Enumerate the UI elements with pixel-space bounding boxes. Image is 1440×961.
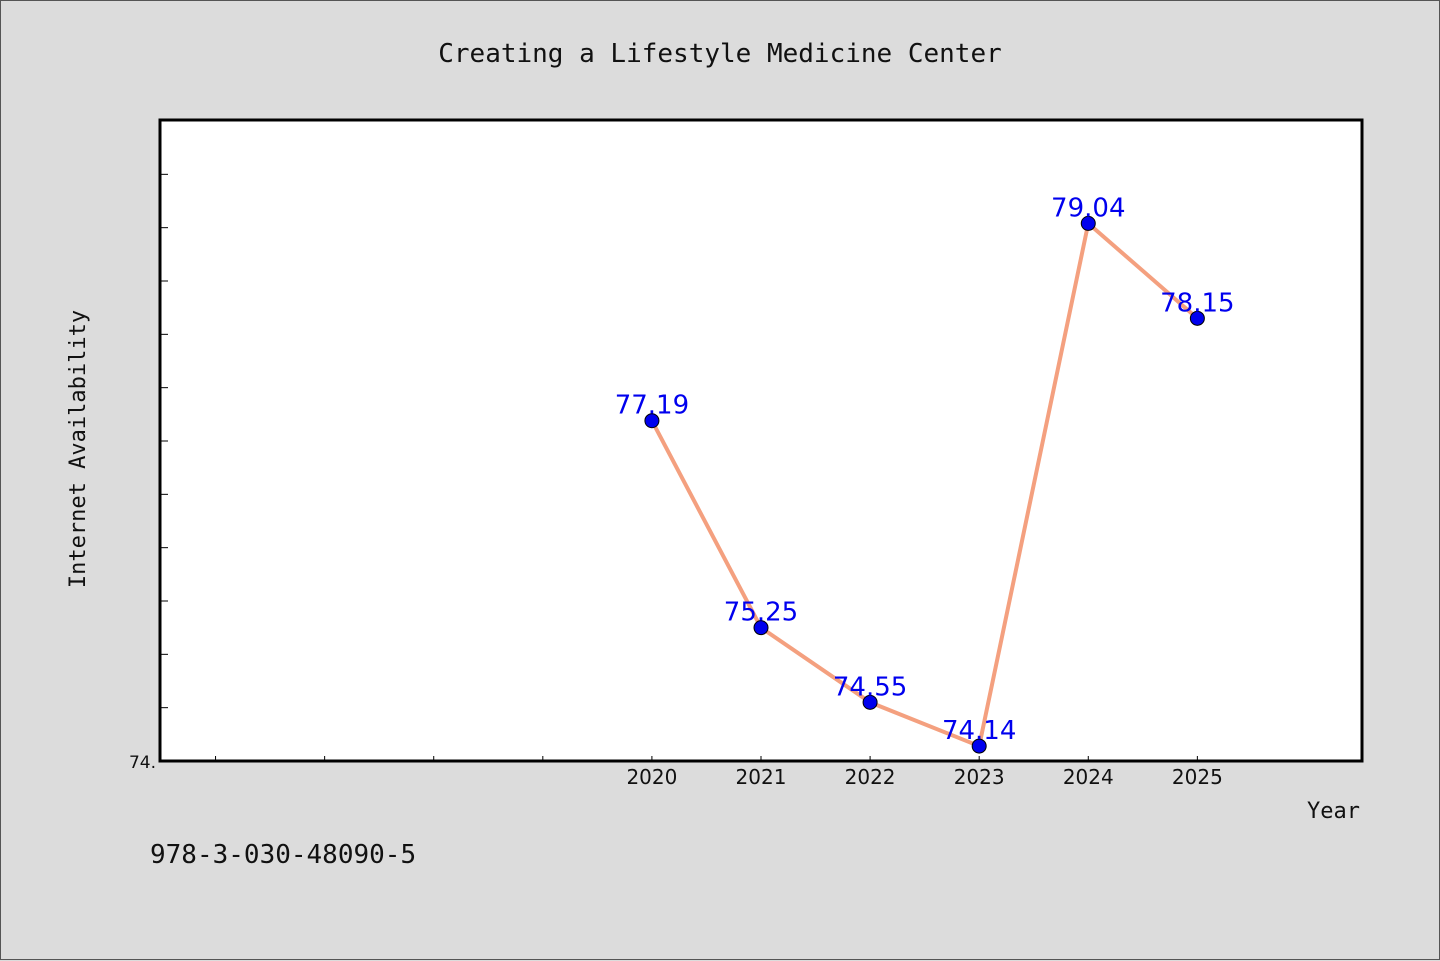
data-label: 77.19 [615, 391, 689, 421]
data-point [644, 413, 660, 429]
x-axis-ticks: 2020 2021 2022 2023 2024 2025 [215, 756, 1223, 789]
x-tick-label: 2022 [845, 765, 896, 789]
footer-code: 978-3-030-48090-5 [150, 840, 416, 870]
y-axis-ticks [161, 120, 168, 762]
x-tick-label: 2024 [1063, 765, 1114, 789]
data-label: 74.55 [833, 672, 907, 702]
data-label: 74.14 [942, 716, 1016, 746]
y-tick-label: 74. [129, 753, 156, 773]
chart-title: Creating a Lifestyle Medicine Center [438, 39, 1002, 69]
data-point [1080, 215, 1096, 231]
x-tick-label: 2021 [736, 765, 787, 789]
x-tick-label: 2025 [1172, 765, 1223, 789]
data-label: 78.15 [1160, 288, 1234, 318]
y-axis-title: Internet Availability [66, 310, 91, 588]
series-layer: 77.19 75.25 74.55 74.14 79.04 78.15 [615, 193, 1235, 754]
x-tick-label: 2020 [626, 765, 677, 789]
data-point [753, 620, 769, 636]
data-point [971, 738, 987, 754]
data-point [1189, 310, 1205, 326]
x-axis-title: Year [1307, 799, 1360, 824]
x-tick-label: 2023 [954, 765, 1005, 789]
data-label: 75.25 [724, 598, 798, 628]
data-label: 79.04 [1051, 193, 1125, 223]
series-line [649, 221, 1200, 749]
plot-area [158, 118, 1364, 763]
data-point [862, 694, 878, 710]
